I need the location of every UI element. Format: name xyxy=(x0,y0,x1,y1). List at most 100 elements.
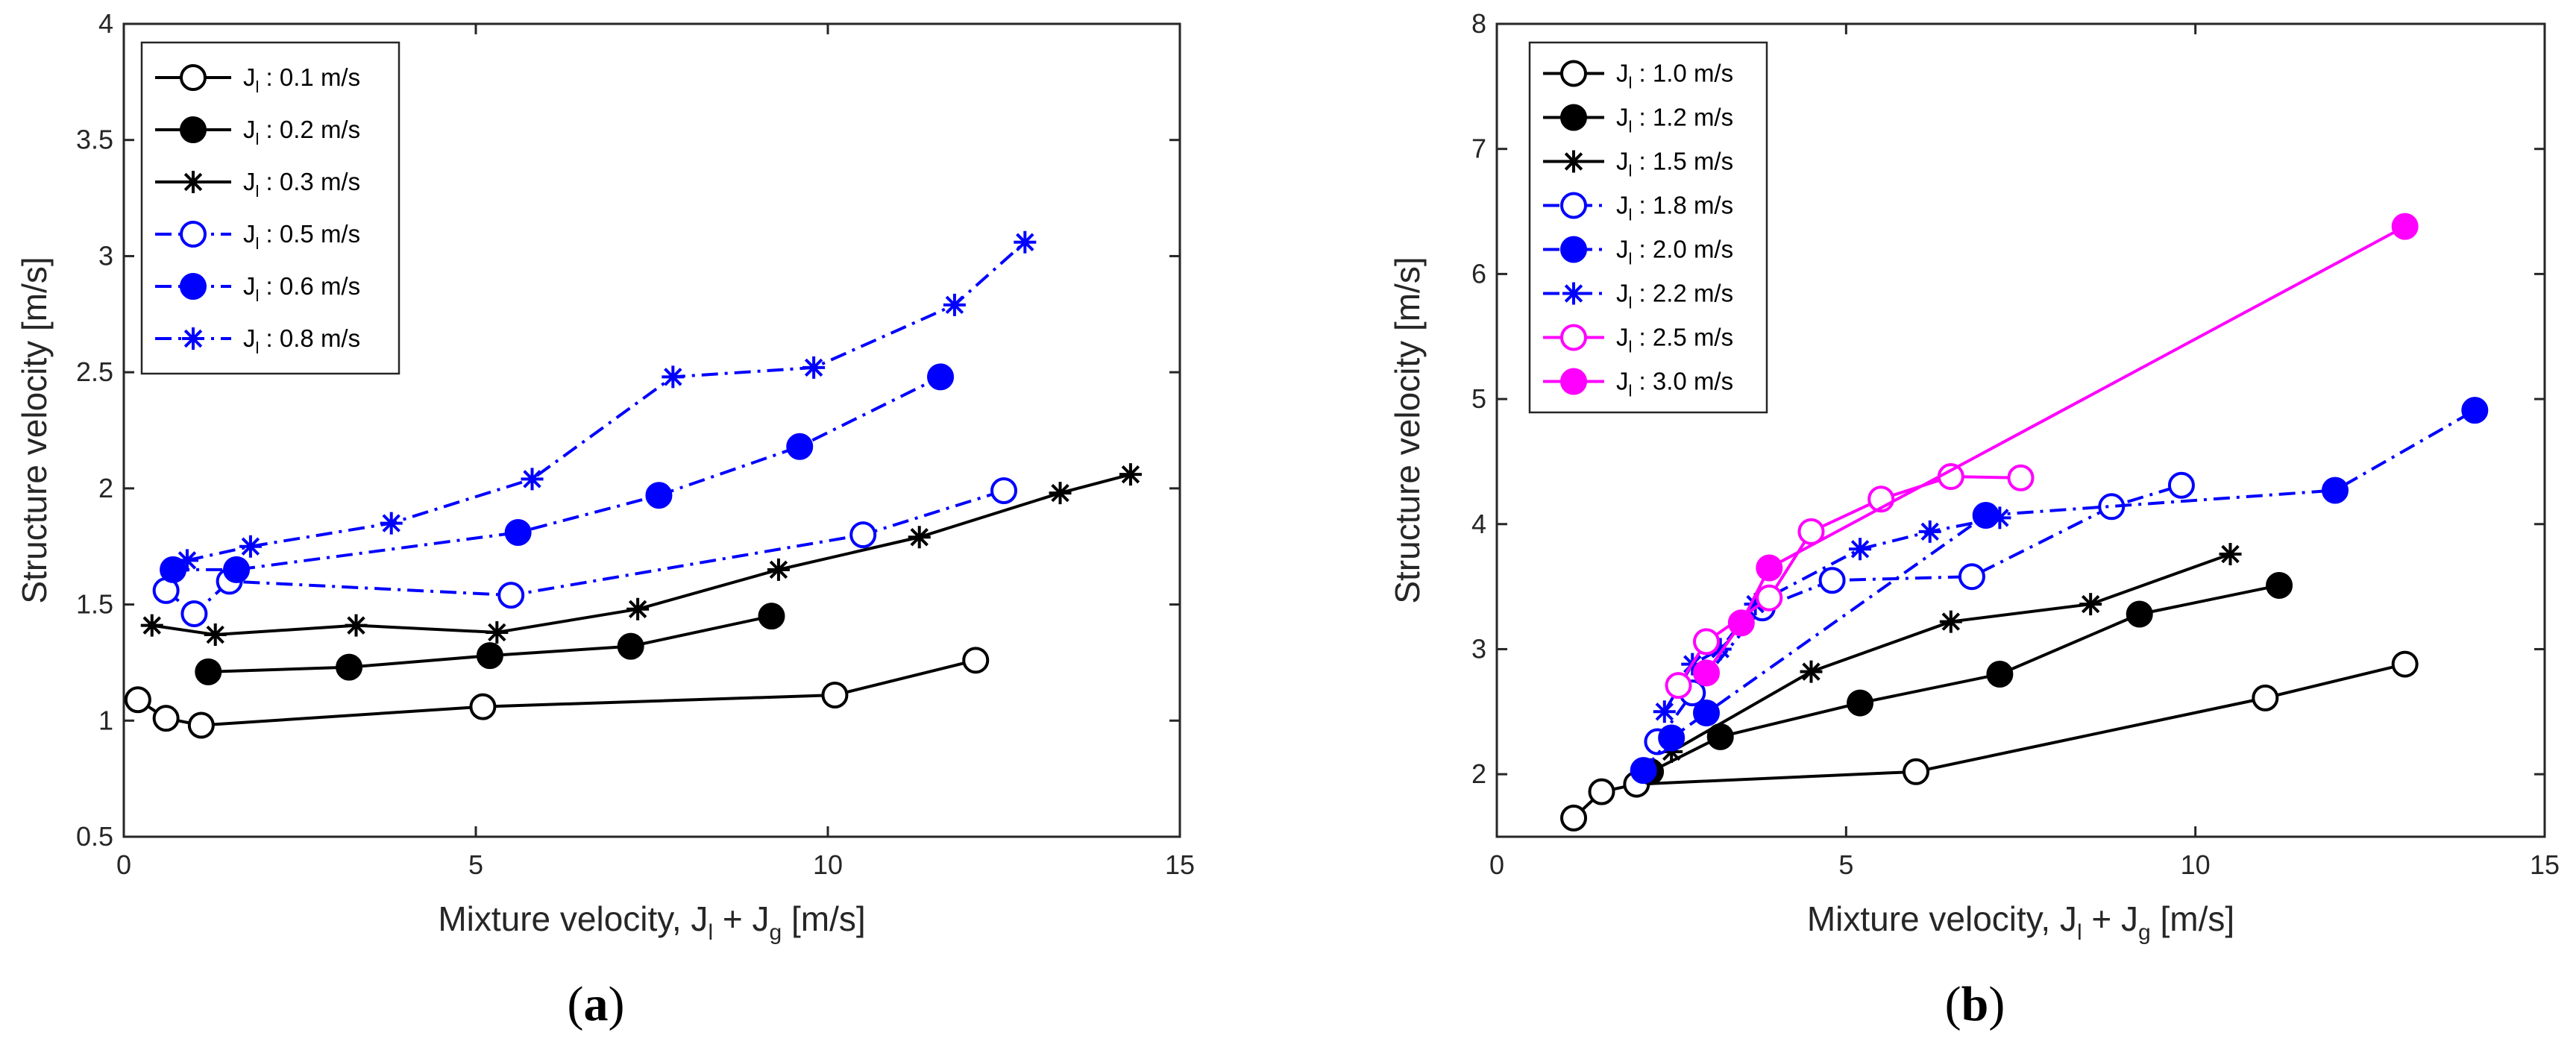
data-point xyxy=(1756,584,1783,612)
y-tick-label: 1.5 xyxy=(76,589,113,620)
data-point xyxy=(152,705,180,732)
plot-area-a xyxy=(122,22,1181,838)
data-point xyxy=(140,614,163,637)
data-point xyxy=(1744,593,1767,616)
legend-marker xyxy=(182,171,204,193)
legend-item: Jl : 2.0 m/s xyxy=(1543,236,1733,268)
data-point xyxy=(1653,700,1676,723)
legend-marker xyxy=(1562,282,1585,305)
legend-label: Jl : 1.5 m/s xyxy=(1616,148,1733,180)
x-axis-label: Mixture velocity, Jl + Jg [m/s] xyxy=(1807,899,2234,945)
data-point xyxy=(645,482,673,509)
legend-label: Jl : 3.0 m/s xyxy=(1616,368,1733,400)
legend-label: Jl : 0.1 m/s xyxy=(243,63,360,96)
legend-item: Jl : 0.2 m/s xyxy=(155,116,360,148)
x-tick-label: 5 xyxy=(1838,849,1853,880)
legend-marker xyxy=(1562,150,1585,173)
legend-marker xyxy=(180,273,207,300)
legend-box xyxy=(1528,41,1768,414)
data-point xyxy=(1658,724,1686,752)
data-point xyxy=(767,558,790,581)
series-a-2 xyxy=(195,603,785,685)
data-point xyxy=(1119,463,1142,486)
chart-panel-a: 0 5 10 15 0.5 1 1.5 2 2.5 3 3.5 4 Mixture velocity, … xyxy=(15,8,1195,945)
series-line xyxy=(173,375,941,571)
series-a-5 xyxy=(160,363,955,583)
data-point xyxy=(1588,778,1615,805)
data-point xyxy=(1660,740,1683,763)
legend-marker xyxy=(1560,324,1587,351)
y-tick-label: 7 xyxy=(1471,133,1486,164)
caption-a: (a) xyxy=(568,977,625,1031)
data-point xyxy=(1818,567,1846,594)
legend-label: Jl : 1.0 m/s xyxy=(1616,60,1733,92)
data-point xyxy=(2219,543,2242,566)
data-point xyxy=(1630,757,1657,785)
legend-item: Jl : 3.0 m/s xyxy=(1543,368,1733,400)
y-tick-label: 3.5 xyxy=(76,125,113,155)
legend-label: Jl : 0.8 m/s xyxy=(243,324,360,357)
series-a-1 xyxy=(124,647,990,739)
data-point xyxy=(821,682,849,709)
data-point xyxy=(2007,464,2035,491)
caption-a-letter: a xyxy=(584,977,609,1031)
data-point xyxy=(2322,477,2349,504)
legend-box xyxy=(140,41,400,375)
legend-item: Jl : 0.1 m/s xyxy=(155,63,360,96)
legend-label: Jl : 2.2 m/s xyxy=(1616,280,1733,312)
data-point xyxy=(380,512,403,535)
data-point xyxy=(1847,689,1874,717)
data-point xyxy=(2079,593,2102,616)
series-line xyxy=(186,241,1026,562)
series-line xyxy=(1705,224,2406,674)
x-tick-label: 10 xyxy=(2181,849,2211,880)
legend-label: Jl : 2.5 m/s xyxy=(1616,324,1733,356)
data-point xyxy=(943,293,966,316)
legend-label: Jl : 0.3 m/s xyxy=(243,168,360,201)
data-point xyxy=(802,356,826,379)
data-point xyxy=(1937,463,1964,491)
data-point xyxy=(1939,610,1962,633)
data-point xyxy=(1903,758,1929,785)
plot-area-b xyxy=(1495,22,2546,838)
data-point xyxy=(990,477,1017,504)
legend-label: Jl : 1.8 m/s xyxy=(1616,192,1733,224)
data-point xyxy=(476,642,503,670)
legend-item: Jl : 2.5 m/s xyxy=(1543,324,1733,356)
data-point xyxy=(204,623,227,647)
legend-item: Jl : 2.2 m/s xyxy=(1543,280,1733,312)
x-tick-label: 5 xyxy=(468,849,483,880)
data-point xyxy=(187,711,215,739)
legend-item: Jl : 0.5 m/s xyxy=(155,220,360,253)
legend-marker xyxy=(1560,192,1587,219)
legend-label: Jl : 0.5 m/s xyxy=(243,220,360,253)
legend-a: Jl : 0.1 m/s Jl : 0.2 m/s Jl : 0.3 m/s Jl :… xyxy=(140,41,400,375)
data-point xyxy=(2391,213,2419,240)
y-tick-label: 1 xyxy=(98,705,113,735)
legend-item: Jl : 1.5 m/s xyxy=(1543,148,1733,180)
data-point xyxy=(521,468,544,491)
data-point xyxy=(786,433,814,460)
data-point xyxy=(2126,600,2153,628)
y-tick-label: 2.5 xyxy=(76,356,113,387)
x-tick-label: 15 xyxy=(2530,849,2560,880)
y-tick-label: 0.5 xyxy=(76,821,113,852)
data-point xyxy=(1756,554,1783,582)
legend-label: Jl : 0.2 m/s xyxy=(243,116,360,148)
legend-label: Jl : 0.6 m/s xyxy=(243,272,360,305)
data-point xyxy=(1049,482,1072,505)
data-point xyxy=(1014,230,1037,254)
y-axis-label: Structure velocity [m/s] xyxy=(15,257,54,603)
data-point xyxy=(504,519,532,547)
y-tick-label: 4 xyxy=(98,8,113,39)
data-point xyxy=(1709,638,1732,661)
data-point xyxy=(962,647,990,674)
data-point xyxy=(1918,520,1941,543)
x-axis-label: Mixture velocity, Jl + Jg [m/s] xyxy=(438,899,865,945)
legend-b: Jl : 1.0 m/s Jl : 1.2 m/s Jl : 1.5 m/s Jl :… xyxy=(1528,41,1768,414)
data-point xyxy=(1693,628,1720,656)
legend-marker xyxy=(180,221,207,248)
y-tick-label: 2 xyxy=(1471,758,1486,789)
